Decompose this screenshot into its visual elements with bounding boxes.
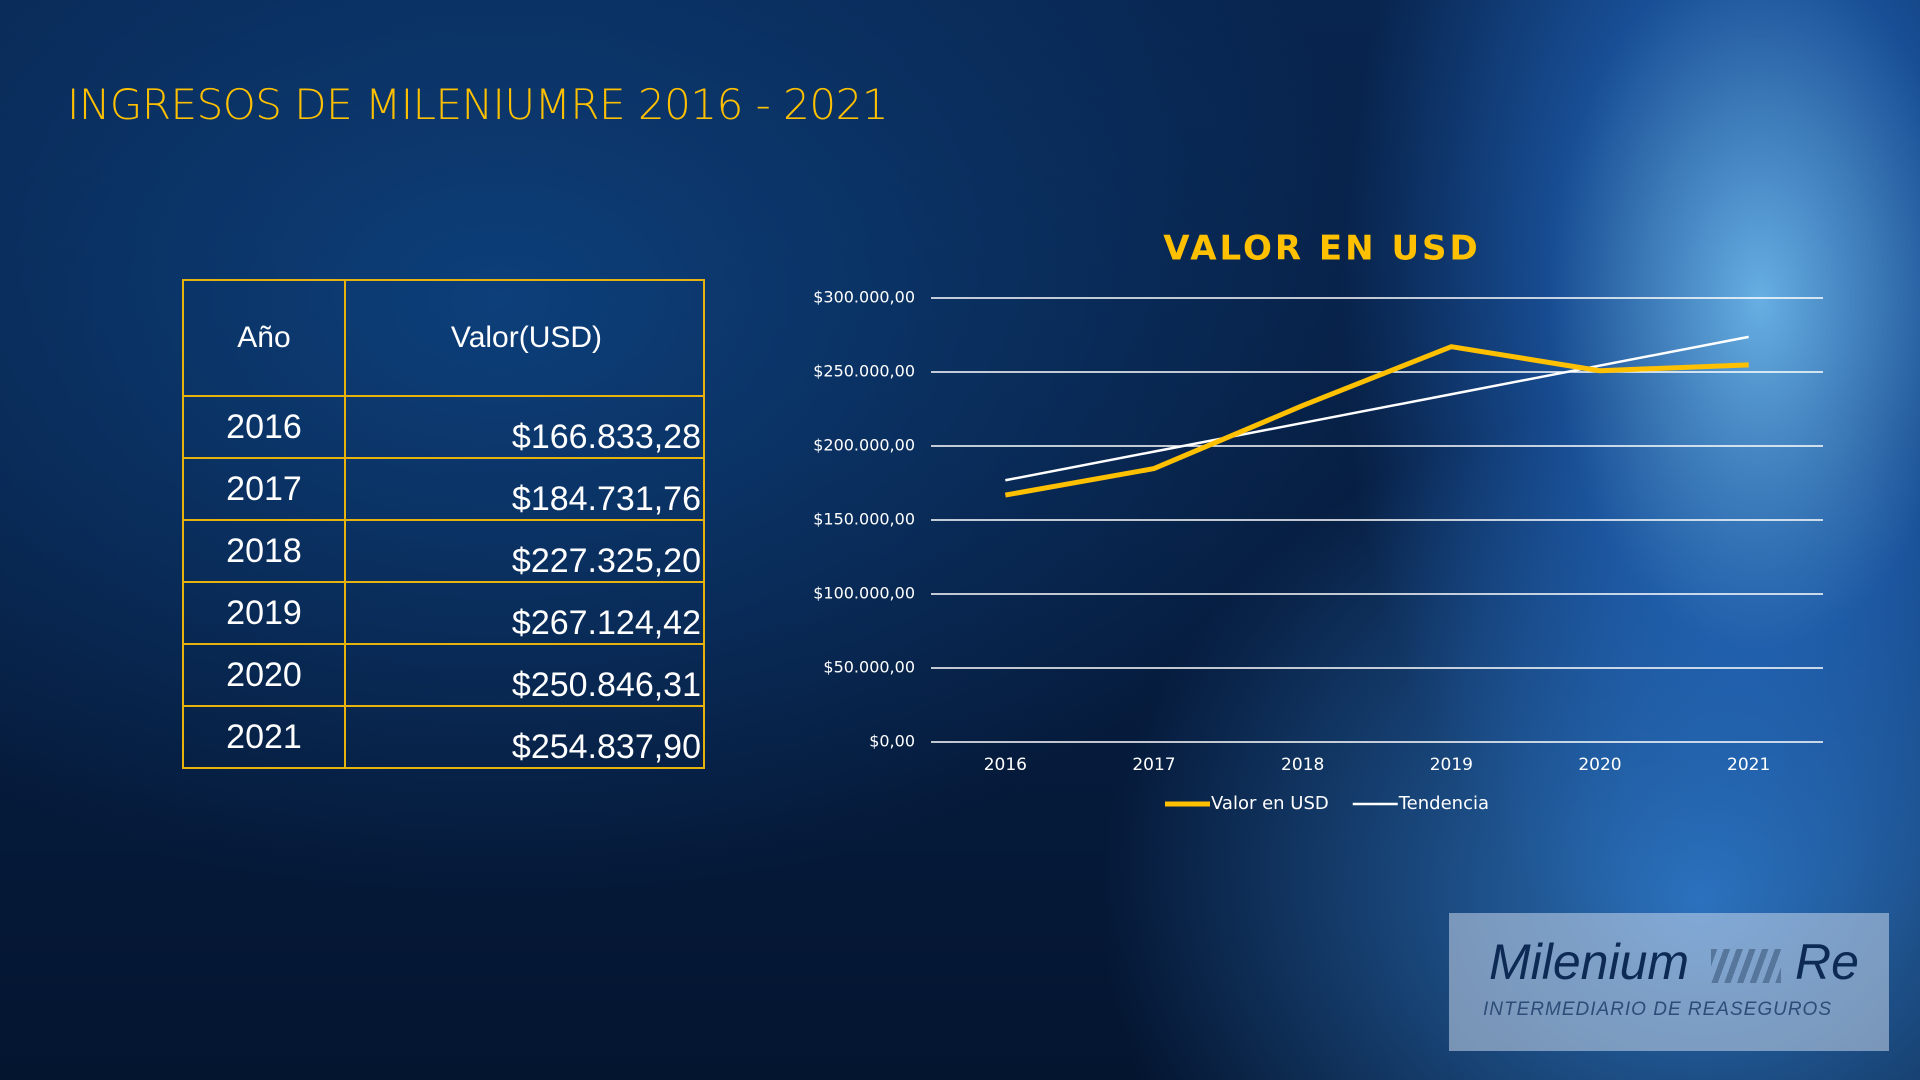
chart-title: VALOR EN USD (1163, 229, 1481, 269)
table-cell: 2018 (182, 519, 346, 583)
table-cell: Valor(USD) (344, 279, 705, 397)
table-row: 2018 $227.325,20 (182, 519, 705, 583)
x-tick-label: 2020 (1578, 755, 1621, 775)
table-row: 2021 $254.837,90 (182, 705, 705, 769)
y-tick-label: $50.000,00 (823, 658, 915, 677)
y-tick-label: $0,00 (869, 732, 915, 751)
table-cell: $166.833,28 (344, 395, 705, 459)
table-cell: 2016 (182, 395, 346, 459)
x-tick-label: 2021 (1727, 755, 1770, 775)
table-cell: $254.837,90 (344, 705, 705, 769)
table-cell: 2019 (182, 581, 346, 645)
table-row: 2016 $166.833,28 (182, 395, 705, 459)
y-tick-label: $150.000,00 (813, 510, 915, 529)
revenue-table: Año Valor(USD) 2016 $166.833,28 2017 $184.731… (182, 279, 705, 769)
legend-label: Tendencia (1398, 793, 1489, 814)
table-cell: $227.325,20 (344, 519, 705, 583)
table-row: 2019 $267.124,42 (182, 581, 705, 645)
table-cell: $250.846,31 (344, 643, 705, 707)
x-tick-label: 2017 (1132, 755, 1175, 775)
table-cell: $184.731,76 (344, 457, 705, 521)
table-cell: 2021 (182, 705, 346, 769)
y-tick-label: $100.000,00 (813, 584, 915, 603)
slide-title: INGRESOS DE MILENIUMRE 2016 - 2021 (67, 80, 889, 129)
logo-mark (1711, 949, 1781, 983)
table-row: 2017 $184.731,76 (182, 457, 705, 521)
x-tick-label: 2019 (1430, 755, 1473, 775)
series-line (1005, 335, 1749, 482)
table-cell: $267.124,42 (344, 581, 705, 645)
logo-tagline: INTERMEDIARIO DE REASEGUROS (1483, 999, 1832, 1020)
table-row: Año Valor(USD) (182, 279, 705, 397)
table-row: 2020 $250.846,31 (182, 643, 705, 707)
logo: Milenium Re INTERMEDIARIO DE REASEGUROS (1449, 913, 1889, 1051)
logo-name: Milenium (1489, 934, 1690, 990)
table-cell: Año (182, 279, 346, 397)
x-tick-label: 2018 (1281, 755, 1324, 775)
table-cell: 2017 (182, 457, 346, 521)
logo-suffix: Re (1795, 934, 1859, 990)
y-tick-label: $200.000,00 (813, 436, 915, 455)
y-tick-label: $300.000,00 (813, 288, 915, 307)
table-cell: 2020 (182, 643, 346, 707)
legend-label: Valor en USD (1211, 793, 1329, 814)
x-tick-label: 2016 (984, 755, 1027, 775)
y-tick-label: $250.000,00 (813, 362, 915, 381)
series-line (1004, 344, 1749, 498)
